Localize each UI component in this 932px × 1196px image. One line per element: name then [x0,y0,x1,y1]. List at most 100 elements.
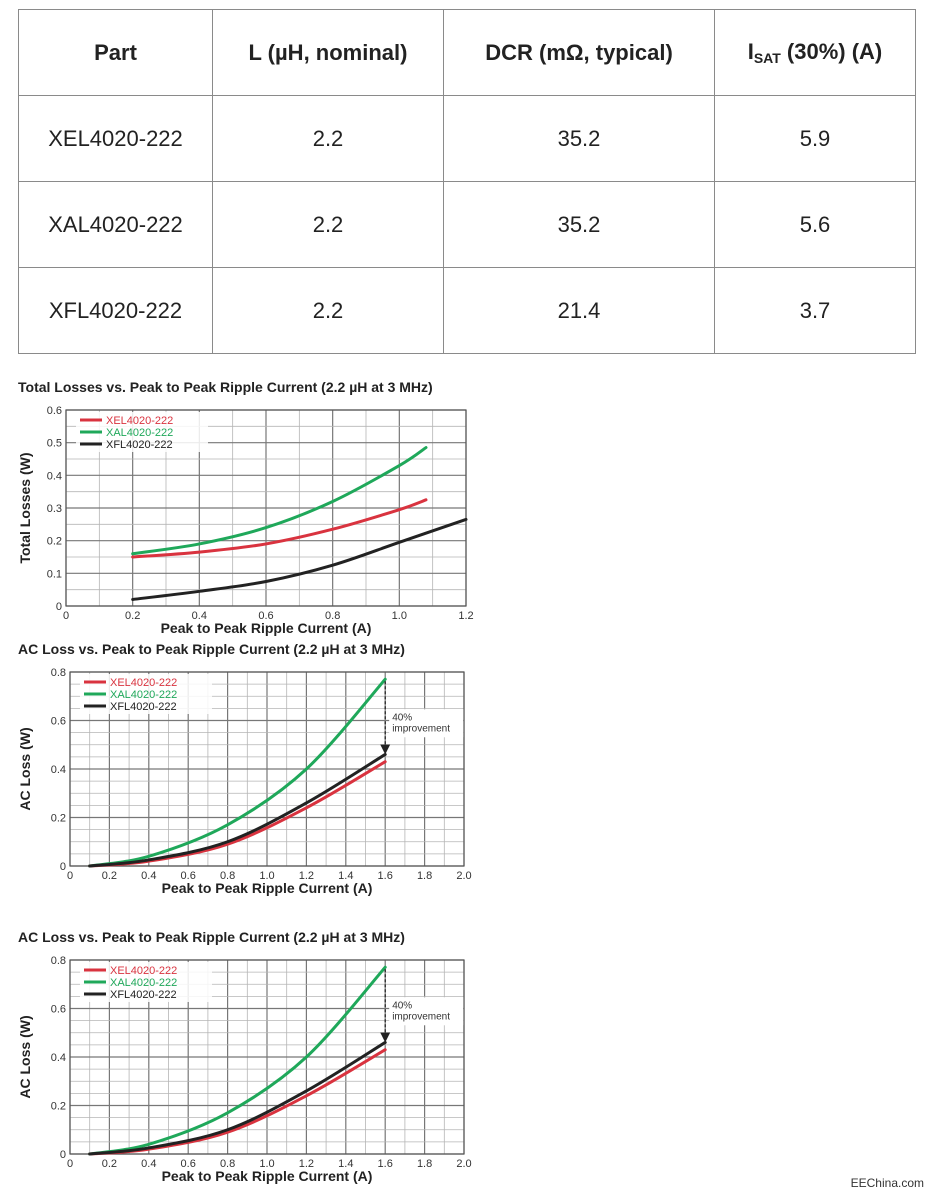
annotation-box [389,997,464,1026]
legend-label: XFL4020-222 [110,701,177,713]
x-tick-label: 1.2 [299,870,314,882]
improvement-arrowhead [380,1032,391,1043]
header-isat: ISAT (30%) (A) [714,9,916,96]
inductor-spec-table: Part L (µH, nominal) DCR (mΩ, typical) I… [18,9,916,354]
series-line-xal4020-222 [131,446,428,556]
y-tick-label: 0 [60,1149,66,1161]
cell-part: XFL4020-222 [18,267,213,354]
annotation-text: 40% [392,712,412,723]
cell-dcr: 35.2 [443,95,715,182]
chart-title: Total Losses vs. Peak to Peak Ripple Cur… [18,379,433,395]
x-tick-label: 1.0 [259,1158,274,1170]
cell-inductance: 2.2 [212,181,444,268]
annotation-text: improvement [392,723,450,734]
x-tick-label: 1.4 [338,1158,353,1170]
table-row: XEL4020-222 2.2 35.2 5.9 [18,95,916,182]
x-tick-label: 0.4 [141,870,156,882]
series-line-xfl4020-222 [131,517,468,601]
x-tick-label: 0.8 [220,1158,235,1170]
x-tick-label: 0 [63,610,69,622]
y-tick-label: 0.8 [51,955,66,967]
legend-label: XEL4020-222 [106,415,173,427]
legend-label: XAL4020-222 [110,689,177,701]
header-dcr: DCR (mΩ, typical) [443,9,715,96]
x-axis-label: Peak to Peak Ripple Current (A) [161,620,372,636]
x-tick-label: 0.2 [102,870,117,882]
cell-inductance: 2.2 [212,95,444,182]
x-tick-label: 1.4 [338,870,353,882]
y-tick-label: 0.4 [47,470,62,482]
x-axis-label: Peak to Peak Ripple Current (A) [162,1168,373,1184]
series-line-xel4020-222 [88,760,387,868]
cell-isat: 5.9 [714,95,916,182]
y-tick-label: 0 [56,601,62,613]
y-tick-label: 0.2 [51,1101,66,1113]
annotation-box [389,709,464,738]
x-tick-label: 0.4 [141,1158,156,1170]
x-tick-label: 0.2 [125,610,140,622]
series-line-xfl4020-222 [88,752,387,868]
cell-part: XEL4020-222 [18,95,213,182]
x-tick-label: 0.2 [102,1158,117,1170]
x-tick-label: 0 [67,1158,73,1170]
x-tick-label: 1.8 [417,1158,432,1170]
legend-label: XFL4020-222 [106,439,173,451]
y-tick-label: 0.3 [47,503,62,515]
cell-dcr: 35.2 [443,181,715,268]
series-line-xal4020-222 [88,965,387,1156]
legend-label: XEL4020-222 [110,677,177,689]
y-tick-label: 0.2 [51,813,66,825]
x-tick-label: 1.0 [392,610,407,622]
x-tick-label: 1.2 [299,1158,314,1170]
x-tick-label: 0.8 [220,870,235,882]
watermark: EEChina.com [850,1176,924,1190]
header-inductance: L (µH, nominal) [212,9,444,96]
total-losses-chart: Total Losses vs. Peak to Peak Ripple Cur… [17,379,474,636]
y-tick-label: 0.4 [51,764,66,776]
x-tick-label: 0.8 [325,610,340,622]
x-tick-label: 1.6 [378,870,393,882]
y-tick-label: 0.6 [51,716,66,728]
header-part: Part [18,9,213,96]
cell-part: XAL4020-222 [18,181,213,268]
y-axis-label: AC Loss (W) [17,727,33,810]
x-tick-label: 2.0 [456,1158,471,1170]
annotation-text: 40% [392,1000,412,1011]
series-line-xal4020-222 [88,677,387,868]
isat-main: I [747,39,754,64]
x-tick-label: 2.0 [456,870,471,882]
x-tick-label: 1.8 [417,870,432,882]
table-row: XAL4020-222 2.2 35.2 5.6 [18,181,916,268]
series-line-xfl4020-222 [88,1040,387,1156]
legend-label: XAL4020-222 [110,977,177,989]
chart-title: AC Loss vs. Peak to Peak Ripple Current … [18,641,405,657]
series-line-xel4020-222 [131,498,428,559]
y-tick-label: 0.6 [51,1004,66,1016]
x-axis-label: Peak to Peak Ripple Current (A) [162,880,373,896]
plot-frame [69,671,465,867]
isat-sub: SAT [753,50,781,66]
y-tick-label: 0.8 [51,667,66,679]
y-axis-label: Total Losses (W) [17,453,33,564]
x-tick-label: 0.4 [192,610,207,622]
cell-inductance: 2.2 [212,267,444,354]
y-tick-label: 0.2 [47,536,62,548]
x-tick-label: 0.6 [258,610,273,622]
x-tick-label: 0.6 [181,870,196,882]
y-tick-label: 0.1 [47,568,62,580]
x-tick-label: 1.6 [378,1158,393,1170]
annotation-text: improvement [392,1011,450,1022]
legend-label: XAL4020-222 [106,427,173,439]
legend-label: XEL4020-222 [110,965,177,977]
y-tick-label: 0 [60,861,66,873]
y-tick-label: 0.4 [51,1052,66,1064]
legend-label: XFL4020-222 [110,989,177,1001]
x-tick-label: 0 [67,870,73,882]
y-tick-label: 0.6 [47,405,62,417]
improvement-arrowhead [380,744,391,755]
x-tick-label: 1.2 [458,610,473,622]
cell-isat: 3.7 [714,267,916,354]
plot-frame [69,959,465,1155]
x-tick-label: 1.0 [259,870,274,882]
table-header-row: Part L (µH, nominal) DCR (mΩ, typical) I… [18,9,916,96]
